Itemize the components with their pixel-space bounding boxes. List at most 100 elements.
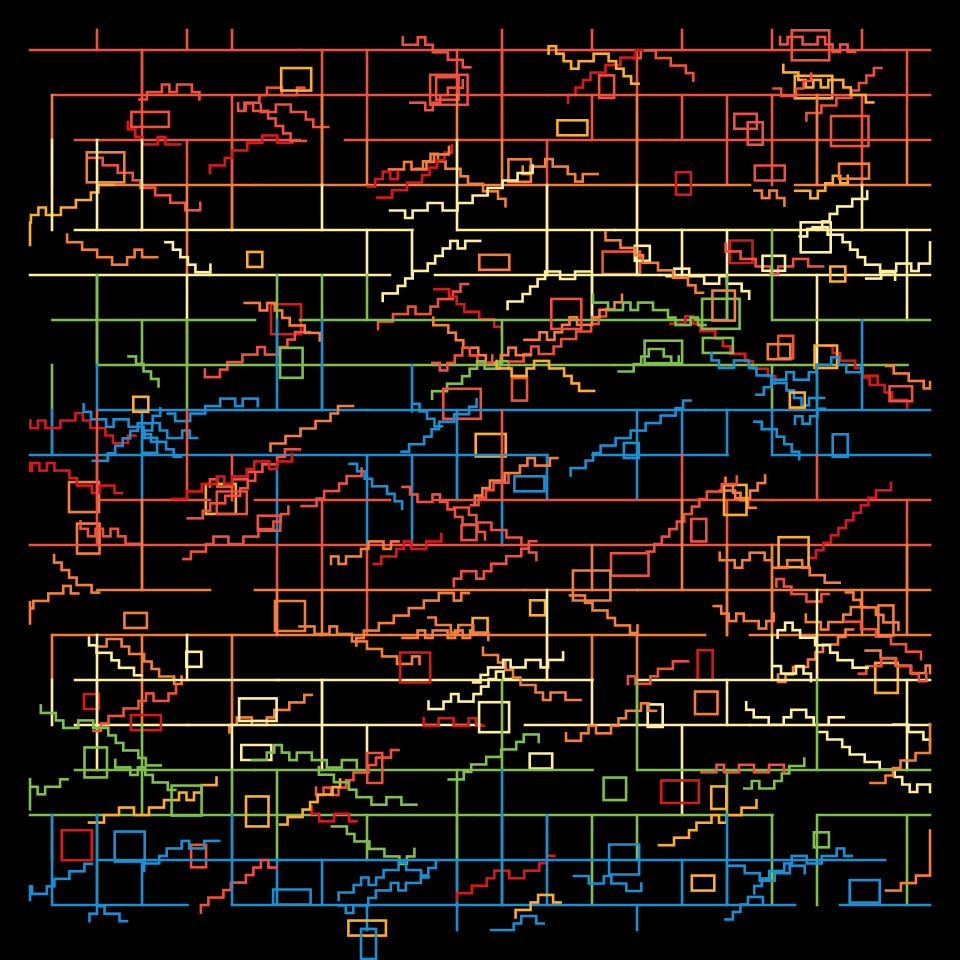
box-loop: [60, 828, 93, 862]
stair-squiggle: [250, 743, 359, 769]
box-loop: [837, 162, 871, 180]
stair-squiggle: [87, 776, 218, 824]
box-loop: [556, 119, 589, 137]
box-loop: [129, 713, 163, 732]
stair-squiggle: [269, 404, 355, 453]
stair-squiggle: [182, 505, 290, 561]
box-loop: [365, 751, 384, 785]
box-loop: [528, 752, 554, 770]
box-loop: [609, 551, 650, 577]
box-loop: [848, 878, 881, 904]
stair-squiggle: [92, 684, 178, 733]
stair-squiggle: [300, 467, 363, 508]
stair-squiggle: [700, 763, 786, 774]
stair-squiggle: [355, 591, 471, 647]
box-loop: [113, 830, 146, 863]
stair-squiggle: [298, 625, 421, 666]
box-loop: [888, 384, 914, 403]
box-loop: [246, 250, 264, 269]
box-loop: [597, 74, 616, 100]
box-loop: [75, 522, 101, 555]
box-loop: [776, 334, 795, 360]
box-loop: [528, 599, 547, 617]
stair-squiggle: [591, 293, 707, 327]
stair-squiggle: [632, 49, 695, 82]
box-loop: [507, 158, 533, 184]
stair-squiggle: [471, 651, 565, 684]
stair-squiggle: [869, 723, 932, 785]
stair-squiggle: [752, 420, 801, 461]
stair-squiggle: [752, 847, 853, 895]
box-loop: [123, 611, 149, 630]
stair-squiggle: [329, 540, 400, 566]
box-loop: [244, 795, 270, 828]
stair-squiggle: [28, 461, 124, 495]
stair-squiggle: [432, 287, 503, 336]
stair-squiggle: [427, 670, 513, 711]
stair-squiggle: [857, 657, 928, 683]
stair-squiggle: [568, 594, 639, 635]
stair-squiggle: [728, 864, 806, 882]
stair-squiggle: [142, 839, 221, 873]
stair-squiggle: [228, 693, 314, 734]
stair-squiggle: [884, 829, 932, 892]
stair-squiggle: [387, 145, 451, 171]
box-loop: [240, 743, 273, 762]
stair-squiggle: [427, 616, 490, 642]
stair-squiggle: [127, 355, 160, 388]
stair-squiggle: [823, 344, 879, 385]
box-loop: [646, 703, 664, 729]
stair-squiggle: [572, 874, 643, 893]
box-loop: [215, 490, 249, 516]
stair-squiggle: [755, 355, 863, 396]
stair-squiggle: [337, 859, 438, 915]
stair-squiggle: [626, 660, 690, 686]
stair-squiggle: [79, 520, 142, 546]
box-loop: [690, 517, 708, 543]
box-loop: [347, 919, 388, 937]
stair-squiggle: [376, 282, 470, 331]
box-loop: [237, 697, 278, 723]
stair-squiggle: [775, 577, 831, 603]
stair-squiggle: [400, 397, 478, 453]
stair-squiggle: [506, 270, 592, 311]
box-loop: [733, 112, 759, 131]
stair-squiggle: [772, 664, 813, 683]
box-loop: [701, 336, 735, 355]
box-loop: [746, 120, 764, 146]
box-loop: [790, 29, 831, 62]
box-loop: [477, 700, 511, 734]
stair-squiggle: [114, 758, 177, 792]
stair-squiggle: [236, 102, 307, 143]
box-loop: [359, 927, 378, 960]
stair-squiggle: [884, 364, 932, 390]
stair-squiggle: [138, 83, 201, 101]
stair-squiggle: [166, 397, 259, 423]
stair-squiggle: [52, 553, 101, 594]
maze-lines: [28, 28, 932, 960]
stair-squiggle: [860, 376, 909, 409]
box-loop: [874, 661, 900, 695]
stair-squiggle: [410, 402, 444, 428]
box-loop: [132, 395, 150, 414]
box-loop: [278, 346, 304, 380]
stair-squiggle: [314, 748, 400, 797]
box-loop: [813, 344, 839, 370]
stair-squiggle: [811, 225, 897, 281]
stair-squiggle: [710, 351, 826, 407]
box-loop: [474, 432, 507, 458]
box-loop: [513, 475, 546, 493]
stair-squiggle: [724, 242, 825, 276]
stair-squiggle: [86, 156, 202, 212]
stair-squiggle: [794, 174, 850, 200]
stair-squiggle: [776, 628, 855, 684]
stair-squiggle: [388, 164, 534, 220]
stair-squiggle: [798, 190, 869, 238]
stair-squiggle: [278, 778, 342, 826]
stair-squiggle: [208, 134, 294, 175]
stair-squiggle: [401, 629, 472, 640]
box-loop: [829, 114, 870, 148]
box-loop: [269, 302, 303, 336]
box-loop: [279, 66, 313, 92]
